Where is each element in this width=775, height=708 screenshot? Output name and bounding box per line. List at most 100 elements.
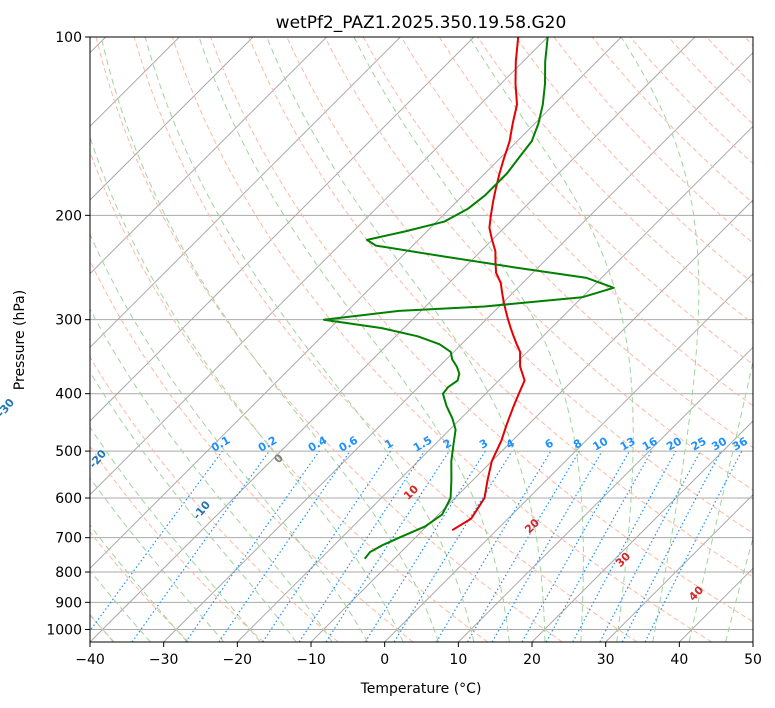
moist-adiabat-label: 40 xyxy=(686,583,706,603)
moist-adiabat-line xyxy=(90,370,297,642)
isotherm-gridline xyxy=(90,37,401,349)
dry-adiabat-line xyxy=(706,37,753,86)
x-tick-label: 0 xyxy=(380,652,389,668)
temperature-profile-line xyxy=(451,37,526,532)
x-tick-label: 50 xyxy=(744,652,762,668)
moist-adiabat-line xyxy=(90,426,261,642)
plot-frame xyxy=(89,36,754,643)
mixing-ratio-label: 4 xyxy=(504,436,517,451)
dry-adiabat-line xyxy=(90,259,414,642)
moist-adiabat-label: 30 xyxy=(613,550,633,570)
x-tick-label: −40 xyxy=(75,652,105,668)
moist-adiabat-line xyxy=(90,569,151,642)
moist-adiabat-line xyxy=(688,358,753,642)
moist-adiabat-line xyxy=(90,232,369,642)
mixing-ratio-line xyxy=(435,450,552,642)
isotherm-gridline xyxy=(457,346,753,642)
isotherm-gridline xyxy=(531,420,753,642)
y-tick-label: 300 xyxy=(55,313,82,329)
isotherm-gridline xyxy=(384,272,753,642)
y-tick-label: 1000 xyxy=(46,622,82,638)
isotherm-gridline xyxy=(90,37,254,201)
moist-adiabat-line xyxy=(266,37,546,642)
moist-adiabat-line xyxy=(90,308,333,642)
isotherm-gridline xyxy=(90,37,328,275)
isotherm-gridline xyxy=(678,567,753,642)
moist-adiabat-line xyxy=(469,37,634,642)
isotherm-gridline xyxy=(605,493,753,642)
mixing-ratio-line xyxy=(621,450,722,642)
y-tick-label: 100 xyxy=(55,30,82,46)
y-tick-label: 700 xyxy=(55,531,82,547)
x-tick-label: 40 xyxy=(670,652,688,668)
x-tick-label: −10 xyxy=(296,652,326,668)
mixing-ratio-line xyxy=(218,450,351,642)
mixing-ratio-label: 6 xyxy=(543,436,556,451)
isotherm-gridline xyxy=(752,641,753,642)
x-axis-label: Temperature (°C) xyxy=(360,681,482,697)
isotherm-gridline xyxy=(90,37,696,642)
moist-adiabat-line xyxy=(100,37,439,642)
mixing-ratio-line xyxy=(521,450,631,642)
mixing-ratio-line xyxy=(262,450,392,642)
y-tick-label: 200 xyxy=(55,208,82,224)
moist-adiabat-line xyxy=(353,37,584,642)
mixing-ratio-label: 1 xyxy=(382,437,395,452)
moist-adiabat-line xyxy=(90,476,225,642)
inner-labels: -100-90-80-70-60-50-40-30-20-100.10.20.4… xyxy=(0,396,750,604)
grid-layer xyxy=(90,37,753,642)
x-axis: −40 −30 −20 −10 0 10 20 30 40 50 xyxy=(75,642,762,668)
mixing-ratio-line xyxy=(572,450,677,642)
dry-adiabat-line xyxy=(95,37,563,642)
moist-adiabat-line xyxy=(725,536,753,642)
y-tick-label: 500 xyxy=(55,444,82,460)
dry-adiabat-line xyxy=(210,37,753,623)
moist-adiabat-line xyxy=(90,135,404,642)
dry-adiabat-line xyxy=(133,37,638,642)
series-layer xyxy=(322,37,615,560)
dry-adiabat-line xyxy=(171,37,712,642)
chart-title: wetPf2_PAZ1.2025.350.19.58.G20 xyxy=(276,13,567,33)
dry-adiabat-line xyxy=(400,37,753,407)
dry-adiabat-line xyxy=(90,356,339,642)
y-tick-label: 900 xyxy=(55,595,82,611)
dewpoint-profile-line xyxy=(322,37,615,560)
mixing-ratio-line xyxy=(90,450,223,632)
mixing-ratio-line xyxy=(298,450,425,642)
y-tick-label: 600 xyxy=(55,491,82,507)
dry-adiabat-line xyxy=(248,37,753,578)
isotherm-gridline xyxy=(310,199,753,642)
mixing-ratio-line xyxy=(325,450,450,642)
x-tick-label: −30 xyxy=(149,652,179,668)
mixing-ratio-lines xyxy=(90,450,743,642)
moist-adiabat-line xyxy=(90,524,188,642)
isotherm-gridline xyxy=(163,51,753,642)
y-tick-label: 400 xyxy=(55,387,82,403)
mixing-ratio-line xyxy=(599,450,702,642)
y-axis: 100 200 300 400 500 600 700 800 900 1000 xyxy=(46,30,90,638)
mixing-ratio-label: 3 xyxy=(477,437,490,452)
isotherm-gridline xyxy=(90,37,475,422)
mixing-ratio-line xyxy=(131,450,270,642)
dry-adiabat-line xyxy=(90,531,190,642)
dry-adiabat-line xyxy=(438,37,753,366)
moist-adiabats xyxy=(90,37,753,642)
x-tick-label: 20 xyxy=(523,652,541,668)
dry-adiabat-label: -30 xyxy=(0,396,17,420)
dry-adiabat-line xyxy=(515,37,753,284)
dry-adiabats xyxy=(90,37,753,642)
mixing-ratio-line xyxy=(545,450,653,642)
mixing-ratio-line xyxy=(644,450,743,642)
dry-adiabat-line xyxy=(591,37,753,204)
moist-adiabat-label: 20 xyxy=(522,516,542,536)
dry-adiabat-line xyxy=(90,445,264,642)
dry-adiabat-line xyxy=(553,37,753,244)
x-tick-label: −20 xyxy=(223,652,253,668)
moist-adiabat-line xyxy=(198,37,510,642)
dry-adiabat-line xyxy=(90,150,488,642)
x-tick-label: 10 xyxy=(449,652,467,668)
moist-adiabat-line xyxy=(144,37,475,642)
isotherm-gridline xyxy=(90,37,622,570)
y-axis-label: Pressure (hPa) xyxy=(12,290,28,390)
